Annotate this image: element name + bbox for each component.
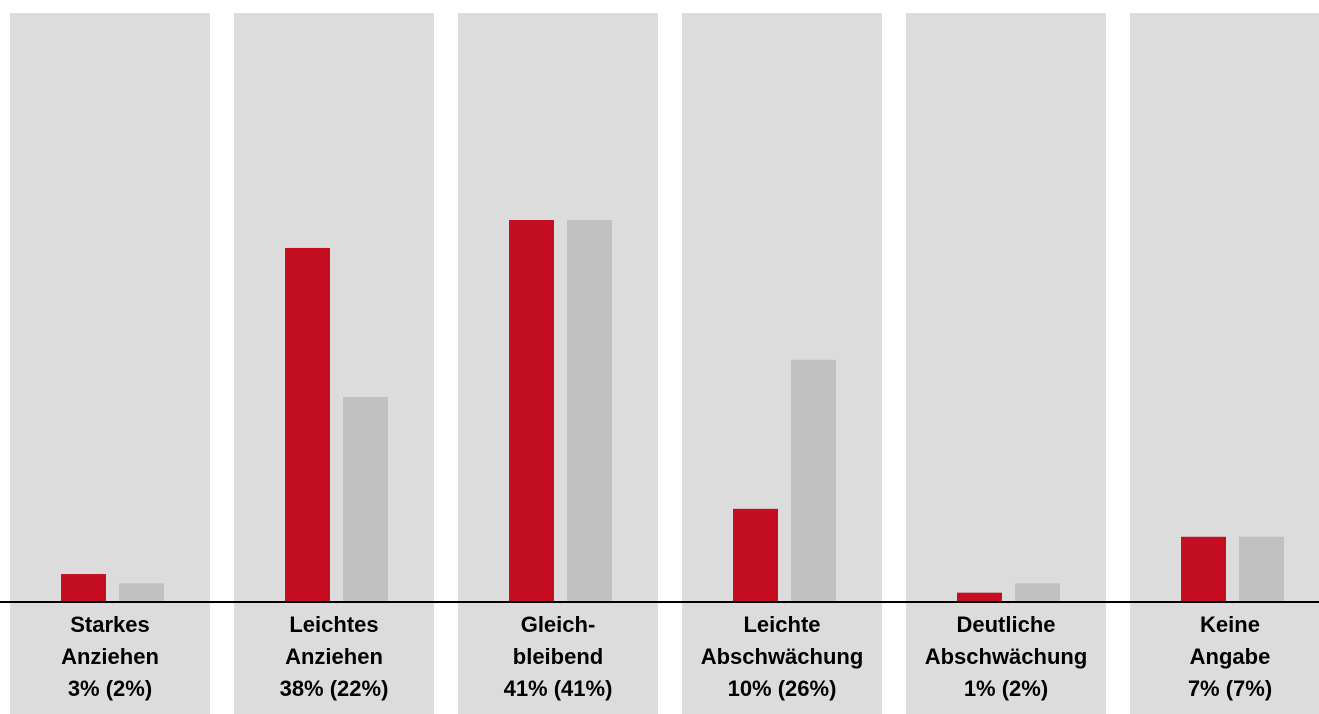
bar-series-2 [567,220,612,602]
category-label-line-3: 38% (22%) [280,676,389,701]
category-label-line-1: Leichtes [289,612,378,637]
category-label-line-3: 1% (2%) [964,676,1048,701]
category-panels [10,13,1319,714]
category-panel [458,13,658,714]
category-panel [1130,13,1319,714]
bar-series-1 [1181,536,1226,602]
category-panel [682,13,882,714]
bar-series-2 [791,359,836,602]
bar-series-2 [1239,536,1284,602]
bar-series-1 [61,574,106,602]
category-label-line-3: 41% (41%) [504,676,613,701]
bar-series-1 [957,592,1002,602]
category-label-line-2: bleibend [513,644,603,669]
bar-series-1 [733,508,778,602]
category-label-line-3: 3% (2%) [68,676,152,701]
category-label-line-1: Leichte [743,612,820,637]
category-label-line-1: Starkes [70,612,150,637]
category-label-line-1: Gleich- [521,612,596,637]
bar-series-2 [343,397,388,602]
bars [61,220,1284,602]
category-labels: Starkes Anziehen 3% (2%) Leichtes Anziehen 38… [61,612,1272,701]
bar-series-2 [119,583,164,602]
category-label-line-2: Anziehen [285,644,383,669]
bar-series-2 [1015,583,1060,602]
category-label-line-2: Abschwächung [701,644,864,669]
category-label-line-3: 10% (26%) [728,676,837,701]
category-label-line-2: Anziehen [61,644,159,669]
category-label-line-1: Deutliche [956,612,1055,637]
category-label-line-2: Angabe [1190,644,1271,669]
category-label-line-3: 7% (7%) [1188,676,1272,701]
bar-series-1 [285,247,330,602]
category-panel [10,13,210,714]
bar-series-1 [509,220,554,602]
category-panel [906,13,1106,714]
category-label-line-1: Keine [1200,612,1260,637]
category-label-line-2: Abschwächung [925,644,1088,669]
category-panel [234,13,434,714]
